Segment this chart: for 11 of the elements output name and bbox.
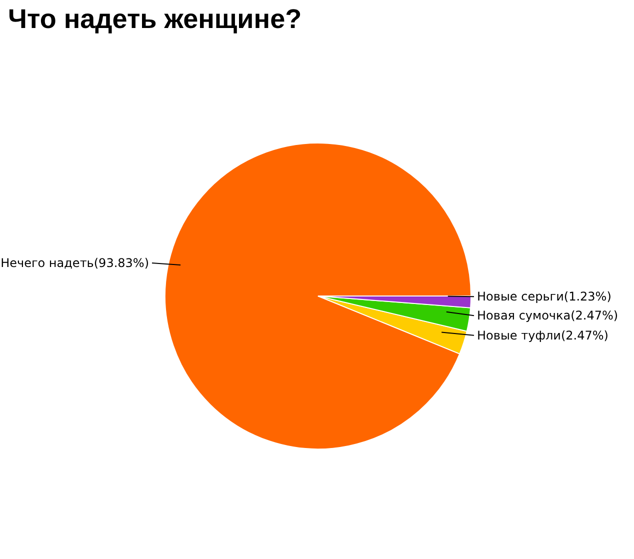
data-label: (2.47%): [560, 328, 608, 342]
slice-label: Новые серьги: [477, 290, 564, 304]
slice-label: Нечего надеть: [0, 256, 94, 270]
pie-slice: [318, 296, 468, 354]
slice-label: Новая сумочка: [477, 308, 571, 323]
chart-title: Что надеть женщине?: [8, 4, 302, 35]
slice-label: Новые туфли: [477, 328, 561, 342]
pie-slice: [164, 142, 472, 450]
data-label: (2.47%): [570, 308, 618, 323]
data-label: (1.23%): [564, 290, 612, 304]
data-label: (93.83%): [94, 256, 149, 270]
